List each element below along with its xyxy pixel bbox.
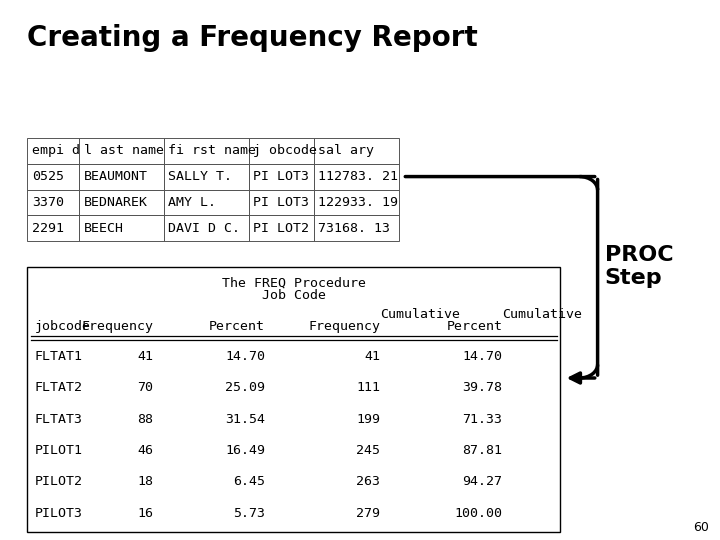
Bar [164, 138, 249, 164]
Text: 112783. 21: 112783. 21 [318, 170, 398, 183]
Text: Percent: Percent [446, 320, 503, 333]
Text: PI LOT3: PI LOT3 [253, 170, 310, 183]
Text: 16: 16 [138, 507, 153, 519]
Bar [79, 138, 164, 164]
Text: 41: 41 [364, 350, 380, 363]
Text: 263: 263 [356, 475, 380, 488]
Bar [27, 267, 560, 532]
Text: FLTAT2: FLTAT2 [35, 381, 83, 394]
Text: fi rst name: fi rst name [168, 144, 256, 157]
Text: Job Code: Job Code [262, 289, 325, 302]
Bar [314, 138, 399, 164]
Text: Percent: Percent [209, 320, 265, 333]
Text: l ast name: l ast name [84, 144, 163, 157]
Text: 88: 88 [138, 413, 153, 426]
Text: BEAUMONT: BEAUMONT [84, 170, 148, 183]
Text: 111: 111 [356, 381, 380, 394]
Text: 41: 41 [138, 350, 153, 363]
Bar [164, 164, 249, 190]
Bar [249, 190, 314, 215]
Bar [27, 215, 79, 241]
Text: 100.00: 100.00 [454, 507, 503, 519]
Text: 31.54: 31.54 [225, 413, 265, 426]
Text: 3370: 3370 [32, 196, 63, 209]
Bar [79, 164, 164, 190]
Text: 14.70: 14.70 [225, 350, 265, 363]
Text: 2291: 2291 [32, 222, 63, 235]
Bar [27, 164, 79, 190]
Text: Creating a Frequency Report: Creating a Frequency Report [27, 24, 478, 52]
Bar [249, 215, 314, 241]
Text: 71.33: 71.33 [462, 413, 503, 426]
Bar [314, 190, 399, 215]
Text: The FREQ Procedure: The FREQ Procedure [222, 277, 366, 290]
Text: 73168. 13: 73168. 13 [318, 222, 390, 235]
Text: 87.81: 87.81 [462, 444, 503, 457]
Text: 46: 46 [138, 444, 153, 457]
Text: DAVI D C.: DAVI D C. [168, 222, 240, 235]
Bar [314, 215, 399, 241]
Text: 245: 245 [356, 444, 380, 457]
Text: PILOT3: PILOT3 [35, 507, 83, 519]
Bar [79, 190, 164, 215]
Text: Cumulative: Cumulative [503, 308, 582, 321]
Bar [27, 190, 79, 215]
Text: 16.49: 16.49 [225, 444, 265, 457]
Text: BEDNAREK: BEDNAREK [84, 196, 148, 209]
Bar [79, 215, 164, 241]
Text: PILOT1: PILOT1 [35, 444, 83, 457]
Bar [314, 164, 399, 190]
Text: Cumulative: Cumulative [380, 308, 460, 321]
Text: 199: 199 [356, 413, 380, 426]
Text: FLTAT1: FLTAT1 [35, 350, 83, 363]
Text: 60: 60 [693, 521, 709, 534]
Text: Frequency: Frequency [81, 320, 153, 333]
Text: SALLY T.: SALLY T. [168, 170, 233, 183]
Text: 279: 279 [356, 507, 380, 519]
Text: 5.73: 5.73 [233, 507, 265, 519]
Bar [249, 138, 314, 164]
Text: 25.09: 25.09 [225, 381, 265, 394]
Text: 0525: 0525 [32, 170, 63, 183]
Text: 39.78: 39.78 [462, 381, 503, 394]
Text: PROC
Step: PROC Step [605, 245, 673, 288]
Text: 122933. 19: 122933. 19 [318, 196, 398, 209]
Text: Frequency: Frequency [308, 320, 380, 333]
Text: j obcode: j obcode [253, 144, 318, 157]
Bar [164, 215, 249, 241]
Text: sal ary: sal ary [318, 144, 374, 157]
Text: 70: 70 [138, 381, 153, 394]
Text: 94.27: 94.27 [462, 475, 503, 488]
Text: PI LOT3: PI LOT3 [253, 196, 310, 209]
Text: AMY L.: AMY L. [168, 196, 217, 209]
Bar [249, 164, 314, 190]
Text: 14.70: 14.70 [462, 350, 503, 363]
Text: 6.45: 6.45 [233, 475, 265, 488]
Text: FLTAT3: FLTAT3 [35, 413, 83, 426]
Text: 18: 18 [138, 475, 153, 488]
Text: BEECH: BEECH [84, 222, 124, 235]
Text: jobcode: jobcode [35, 320, 91, 333]
Bar [164, 190, 249, 215]
Text: PILOT2: PILOT2 [35, 475, 83, 488]
Text: PI LOT2: PI LOT2 [253, 222, 310, 235]
Text: empi d: empi d [32, 144, 80, 157]
Bar [27, 138, 79, 164]
